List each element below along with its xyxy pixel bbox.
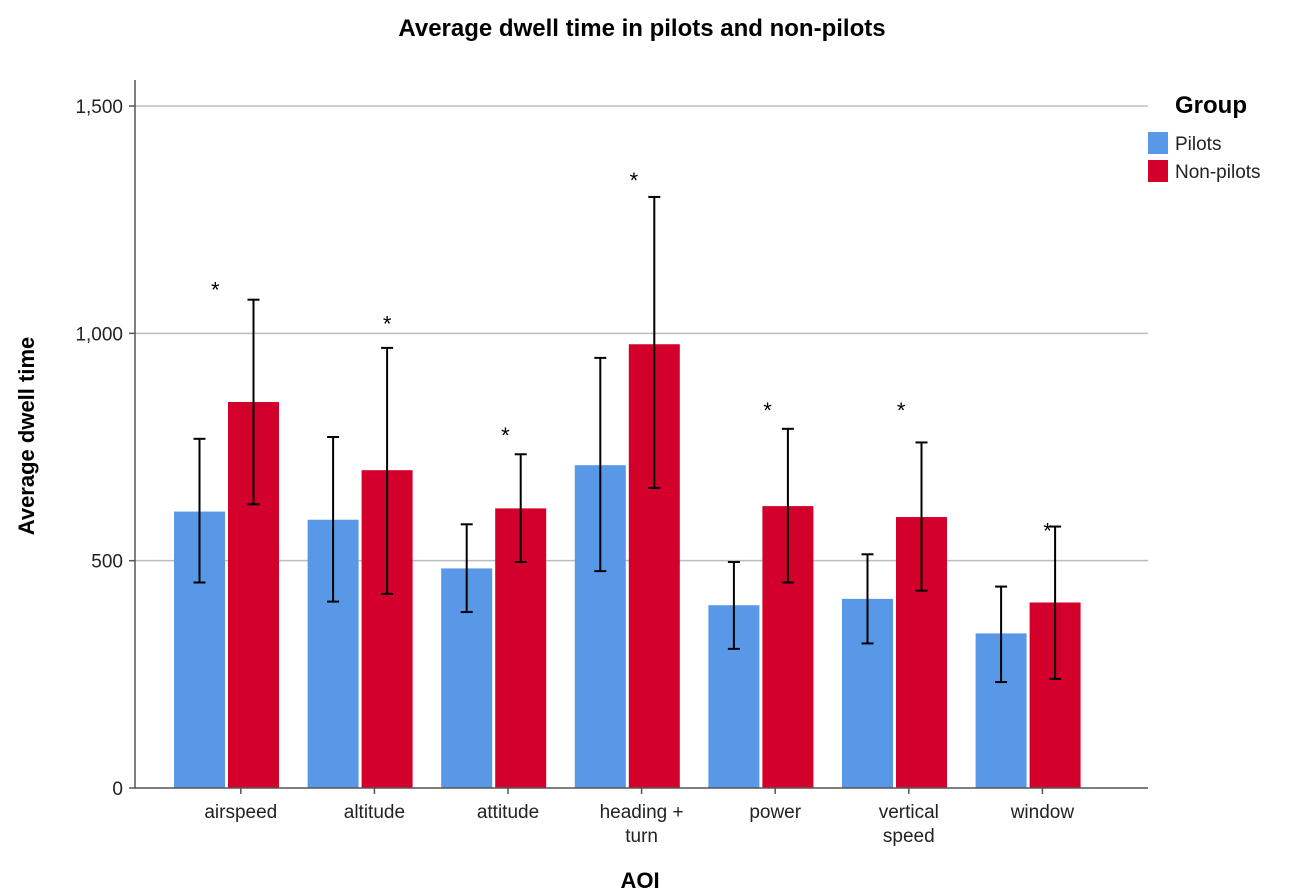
axis-layer (129, 80, 1148, 794)
significance-star: * (630, 168, 639, 193)
significance-star: * (1043, 518, 1052, 543)
y-tick-label: 0 (112, 779, 123, 800)
x-tick-label: vertical (879, 802, 939, 823)
x-axis-label: AOI (620, 868, 659, 892)
significance-star: * (501, 423, 510, 448)
legend-entry: Non-pilots (1175, 162, 1261, 183)
significance-star: * (763, 398, 772, 423)
chart-title: Average dwell time in pilots and non-pil… (398, 15, 885, 42)
significance-star: * (897, 398, 906, 423)
error-bar-layer (193, 195, 1062, 684)
x-tick-label: power (749, 802, 801, 823)
y-tick-label: 500 (91, 552, 123, 573)
x-tick-label: attitude (477, 802, 539, 823)
legend-swatch (1148, 160, 1168, 182)
x-tick-label: turn (625, 826, 658, 847)
x-tick-label: altitude (344, 802, 405, 823)
bar-layer (174, 344, 1081, 788)
y-tick-label: 1,000 (75, 324, 123, 345)
significance-star: * (383, 311, 392, 336)
y-axis-label: Average dwell time (14, 337, 39, 535)
x-tick-label: heading + (600, 802, 684, 823)
x-tick-label: speed (883, 826, 935, 847)
x-tick-label: airspeed (204, 802, 277, 823)
legend-swatch (1148, 132, 1168, 154)
text-layer: Average dwell time in pilots and non-pil… (14, 15, 1247, 892)
legend-entry: Pilots (1175, 134, 1221, 155)
y-tick-label: 1,500 (75, 97, 123, 118)
legend: Pilots Non-pilots (1148, 132, 1261, 183)
x-tick-label: window (1010, 802, 1075, 823)
significance-star: * (211, 277, 220, 302)
legend-title: Group (1175, 92, 1247, 119)
